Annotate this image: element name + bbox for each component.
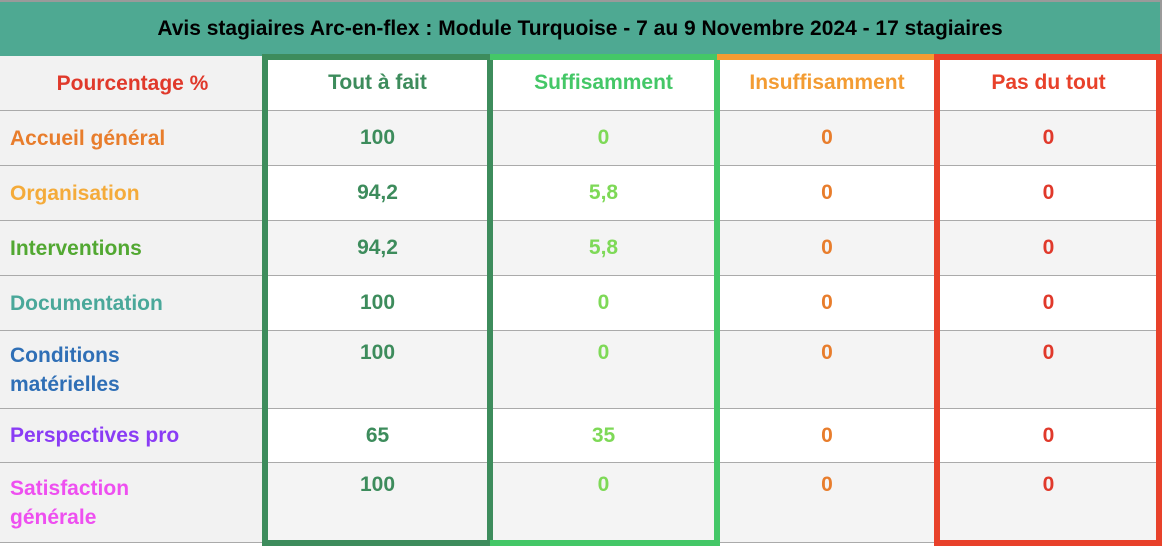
row-value: 94,2 — [357, 181, 398, 204]
row-value: 0 — [1042, 181, 1055, 204]
header-label: Pourcentage % — [0, 56, 265, 110]
row-value: 5,8 — [588, 181, 619, 204]
row-value: 0 — [937, 221, 1160, 275]
row-value: 100 — [265, 331, 490, 408]
table-row: Conditions matérielles 100 0 0 0 — [0, 331, 1160, 409]
row-label: Documentation — [0, 276, 265, 330]
table-row: Interventions 94,2 5,8 0 0 — [0, 221, 1160, 276]
table-row: Documentation 100 0 0 0 — [0, 276, 1160, 331]
row-value: 0 — [490, 463, 717, 542]
table-row: Accueil général 100 0 0 0 — [0, 111, 1160, 166]
row-value: 0 — [937, 111, 1160, 165]
row-value: 0 — [490, 331, 717, 408]
row-label: Accueil général — [0, 111, 265, 165]
row-value: 94,2 — [265, 221, 490, 275]
row-value: 65 — [365, 423, 390, 447]
header-suffisamment: Suffisamment — [534, 71, 673, 94]
row-value: 0 — [1042, 423, 1055, 447]
row-value: 0 — [717, 463, 937, 542]
row-value: 100 — [265, 463, 490, 542]
table-title: Avis stagiaires Arc-en-flex : Module Tur… — [0, 0, 1162, 56]
row-value: 0 — [821, 423, 833, 447]
row-value: 0 — [937, 331, 1160, 408]
header-tout-a-fait: Tout à fait — [328, 71, 427, 94]
row-value: 0 — [717, 221, 937, 275]
header-pas-du-tout: Pas du tout — [991, 71, 1106, 94]
table-row: Perspectives pro 65 35 0 0 — [0, 409, 1160, 463]
header-row: Pourcentage % Tout à fait Suffisamment I… — [0, 56, 1160, 111]
row-label: Conditions matérielles — [0, 331, 265, 408]
row-value: 0 — [821, 181, 833, 204]
row-value: 0 — [1042, 291, 1055, 314]
row-value: 5,8 — [490, 221, 717, 275]
row-label: Satisfaction générale — [0, 463, 265, 542]
row-label: Interventions — [0, 221, 265, 275]
row-value: 0 — [490, 111, 717, 165]
header-insuffisamment: Insuffisamment — [749, 71, 905, 94]
row-value: 100 — [359, 291, 396, 314]
row-label: Perspectives pro — [0, 409, 265, 462]
row-value: 0 — [717, 331, 937, 408]
table-row: Satisfaction générale 100 0 0 0 — [0, 463, 1160, 543]
row-value: 35 — [591, 423, 616, 447]
row-label: Organisation — [0, 166, 265, 220]
row-value: 0 — [821, 291, 833, 314]
row-value: 100 — [265, 111, 490, 165]
survey-table: Pourcentage % Tout à fait Suffisamment I… — [0, 56, 1160, 543]
row-value: 0 — [937, 463, 1160, 542]
row-value: 0 — [717, 111, 937, 165]
table-row: Organisation 94,2 5,8 0 0 — [0, 166, 1160, 221]
row-value: 0 — [597, 291, 610, 314]
